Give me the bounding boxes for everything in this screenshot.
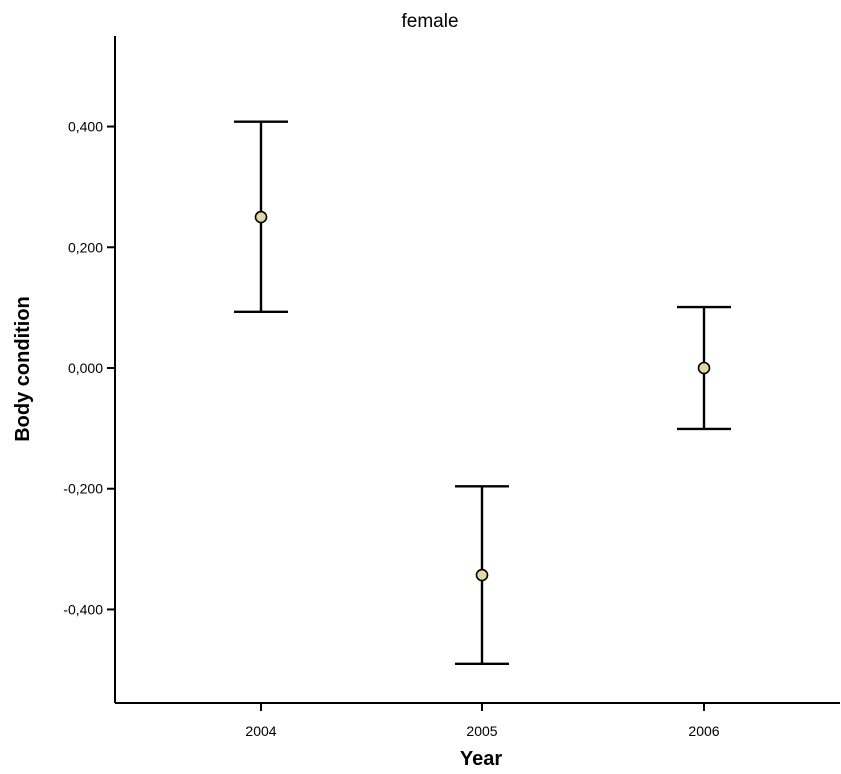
mean-point bbox=[697, 361, 711, 375]
x-tick-label: 2004 bbox=[245, 723, 276, 739]
y-tick-label: -0,200 bbox=[63, 481, 103, 497]
y-tick-label: 0,400 bbox=[68, 119, 103, 135]
error-bars bbox=[234, 120, 731, 665]
x-axis-title: Year bbox=[460, 748, 502, 770]
y-tick-label: 0,200 bbox=[68, 239, 103, 255]
mean-points bbox=[254, 210, 711, 582]
x-axis-ticks: 2004 2005 2006 bbox=[245, 703, 720, 739]
x-tick-label: 2006 bbox=[688, 723, 719, 739]
y-axis-title: Body condition bbox=[12, 296, 34, 442]
chart-title: female bbox=[401, 11, 458, 32]
y-axis-ticks: 0,400 0,200 0,000 -0,200 -0,400 bbox=[63, 119, 115, 617]
mean-point bbox=[254, 210, 268, 224]
mean-point bbox=[475, 568, 489, 582]
y-tick-label: 0,000 bbox=[68, 360, 103, 376]
y-tick-label: -0,400 bbox=[63, 601, 103, 617]
x-tick-label: 2005 bbox=[466, 723, 497, 739]
